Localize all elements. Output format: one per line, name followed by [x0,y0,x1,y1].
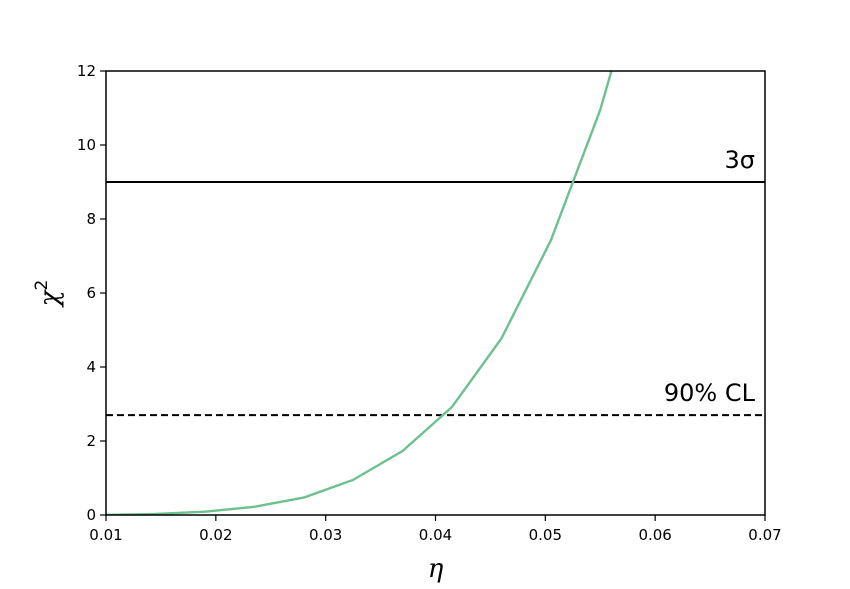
x-axis-label: η [428,554,444,584]
x-tick-label: 0.04 [419,526,452,544]
x-tick-label: 0.07 [748,526,781,544]
x-tick-label: 0.01 [89,526,122,544]
reference-lines: 3σ 90% CL [106,146,765,417]
y-tick-label: 8 [86,210,96,228]
y-tick-label: 6 [86,284,96,302]
series-layer [106,71,613,515]
x-tick-label: 0.05 [529,526,562,544]
y-tick-label: 10 [77,136,96,154]
y-tick-label: 0 [86,506,96,524]
x-tick-label: 0.06 [638,526,671,544]
reference-label-three-sigma: 3σ [725,146,755,174]
reference-label-cl90: 90% CL [664,379,756,407]
y-axis-label: χ2 [32,280,65,309]
x-tick-label: 0.03 [309,526,342,544]
x-tick-label: 0.02 [199,526,232,544]
axis-ticks: 0.01 0.02 0.03 0.04 0.05 0.06 0.07 0 2 4 6 8 10 12 [77,62,782,544]
plot-frame [105,70,766,516]
series-line-0 [106,71,613,515]
y-tick-label: 12 [77,62,96,80]
y-axis-label-symbol: χ [35,288,65,308]
y-tick-label: 4 [86,358,96,376]
y-tick-label: 2 [86,432,96,450]
y-axis-label-superscript: 2 [32,280,52,291]
svg-text:χ2: χ2 [32,280,65,309]
